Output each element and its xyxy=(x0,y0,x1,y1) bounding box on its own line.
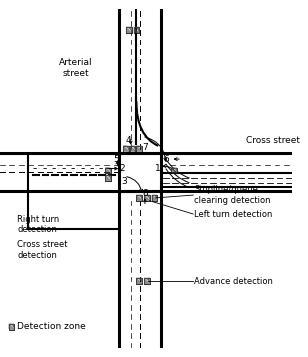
Bar xyxy=(152,195,157,201)
Bar xyxy=(123,146,129,151)
Text: Left turn detection: Left turn detection xyxy=(194,210,273,218)
Bar xyxy=(144,195,150,201)
Bar xyxy=(136,195,142,201)
Bar xyxy=(136,146,142,151)
Bar xyxy=(136,278,142,284)
Text: 4: 4 xyxy=(126,136,132,145)
FancyArrowPatch shape xyxy=(145,137,167,161)
Text: 3: 3 xyxy=(121,177,127,186)
Text: 1: 1 xyxy=(155,164,161,173)
Text: 6: 6 xyxy=(163,155,169,164)
Bar xyxy=(130,146,136,151)
Bar xyxy=(105,167,111,173)
Bar xyxy=(172,167,177,173)
Bar xyxy=(126,27,132,33)
Bar xyxy=(9,324,14,330)
Bar xyxy=(136,146,142,151)
Bar xyxy=(134,27,139,33)
Text: Advance detection: Advance detection xyxy=(194,277,273,286)
Text: 5: 5 xyxy=(114,155,120,164)
FancyArrowPatch shape xyxy=(127,177,143,192)
Bar xyxy=(152,195,157,201)
Bar xyxy=(172,167,177,173)
Bar xyxy=(134,27,139,33)
Bar xyxy=(105,167,111,173)
Bar xyxy=(136,195,142,201)
Text: Stopline/queue
clearing detection: Stopline/queue clearing detection xyxy=(194,185,271,205)
Bar xyxy=(126,27,132,33)
Bar xyxy=(105,175,111,181)
Bar xyxy=(144,278,150,284)
Bar xyxy=(9,324,14,330)
Text: Detection zone: Detection zone xyxy=(17,322,86,331)
Bar xyxy=(123,146,129,151)
Text: 2: 2 xyxy=(120,164,125,173)
Text: Cross street: Cross street xyxy=(246,136,300,145)
Text: 8: 8 xyxy=(142,189,148,198)
Text: Right turn
detection: Right turn detection xyxy=(17,215,59,234)
Text: 7: 7 xyxy=(142,143,148,152)
Bar xyxy=(144,278,150,284)
Text: Arterial
street: Arterial street xyxy=(59,59,93,78)
FancyArrowPatch shape xyxy=(163,165,176,173)
Bar xyxy=(144,195,150,201)
Bar xyxy=(136,278,142,284)
Bar xyxy=(105,175,111,181)
Text: Cross street
detection: Cross street detection xyxy=(17,240,67,260)
Bar xyxy=(130,146,136,151)
